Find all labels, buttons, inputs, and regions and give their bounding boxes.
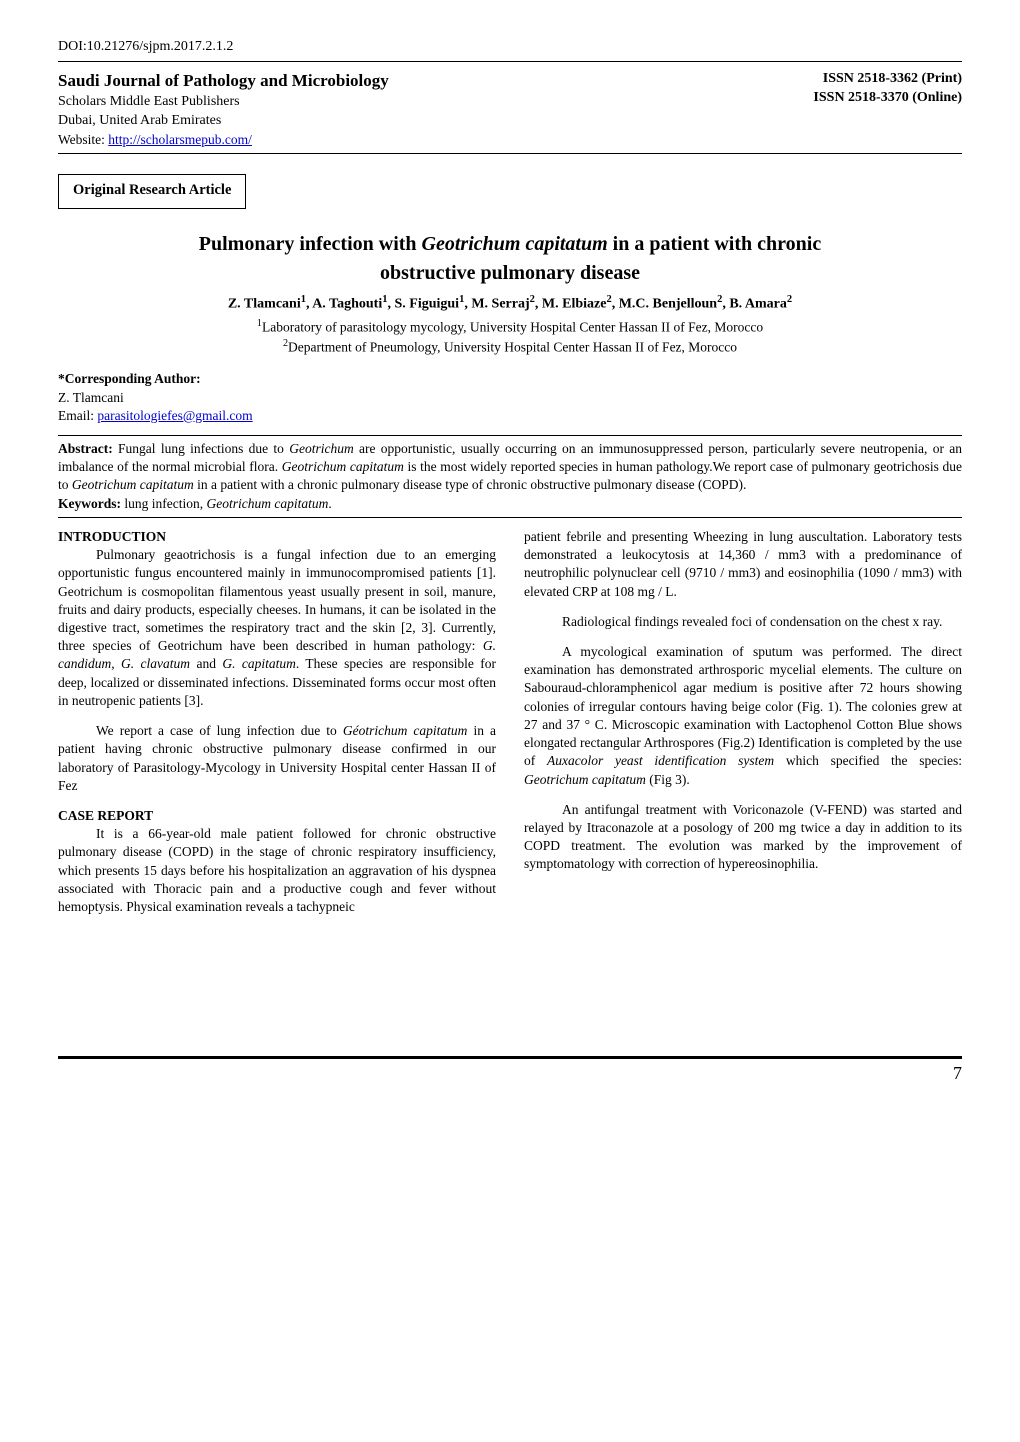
doi: DOI:10.21276/sjpm.2017.2.1.2 [58,38,962,57]
website-link[interactable]: http://scholarsmepub.com/ [108,132,252,147]
corresponding-author-name: Z. Tlamcani [58,389,962,407]
intro-paragraph-1: Pulmonary geaotrichosis is a fungal infe… [58,546,496,710]
keywords-line: Keywords: lung infection, Geotrichum cap… [58,495,962,513]
publisher-location: Dubai, United Arab Emirates [58,112,389,131]
body-columns: INTRODUCTION Pulmonary geaotrichosis is … [58,528,962,916]
paper-title-line1: Pulmonary infection with Geotrichum capi… [58,231,962,258]
top-rule [58,61,962,62]
website-line: Website: http://scholarsmepub.com/ [58,131,389,149]
case-paragraph-3: A mycological examination of sputum was … [524,643,962,789]
title-text-1: Pulmonary infection with Geotrichum capi… [199,233,821,255]
affiliation-2: 2Department of Pneumology, University Ho… [58,337,962,357]
issn-print: ISSN 2518-3362 (Print) [813,70,962,89]
article-type-badge: Original Research Article [58,174,246,210]
case-paragraph-4: An antifungal treatment with Voriconazol… [524,801,962,874]
keywords-text: lung infection, Geotrichum capitatum. [124,496,331,511]
journal-left: Saudi Journal of Pathology and Microbiol… [58,70,389,149]
issn-online: ISSN 2518-3370 (Online) [813,89,962,108]
paper-title-line2: obstructive pulmonary disease [58,260,962,287]
affiliation-1: 1Laboratory of parasitology mycology, Un… [58,317,962,337]
page-footer: 7 [58,1056,962,1085]
corresponding-author-head: *Corresponding Author: [58,370,962,388]
article-type-label: Original Research Article [73,182,231,198]
case-paragraph-1a: It is a 66-year-old male patient followe… [58,825,496,916]
section-head-case-report: CASE REPORT [58,807,496,825]
website-label: Website: [58,132,108,147]
footer-rule [58,1056,962,1059]
email-label: Email: [58,408,97,423]
keywords-label: Keywords: [58,496,124,511]
rule-under-header [58,153,962,154]
journal-right: ISSN 2518-3362 (Print) ISSN 2518-3370 (O… [813,70,962,149]
section-head-introduction: INTRODUCTION [58,528,496,546]
corresponding-email-link[interactable]: parasitologiefes@gmail.com [97,408,252,423]
abstract-text: Fungal lung infections due to Geotrichum… [58,441,962,492]
publisher: Scholars Middle East Publishers [58,93,389,112]
corresponding-email-line: Email: parasitologiefes@gmail.com [58,407,962,425]
author-line: Z. Tlamcani1, A. Taghouti1, S. Figuigui1… [58,293,962,315]
abstract-label: Abstract: [58,441,118,456]
journal-header: Saudi Journal of Pathology and Microbiol… [58,70,962,149]
intro-paragraph-2: We report a case of lung infection due t… [58,722,496,795]
page-number: 7 [58,1061,962,1085]
journal-title: Saudi Journal of Pathology and Microbiol… [58,70,389,93]
case-paragraph-2: Radiological findings revealed foci of c… [524,613,962,631]
case-paragraph-1b: patient febrile and presenting Wheezing … [524,528,962,601]
abstract-block: Abstract: Fungal lung infections due to … [58,435,962,518]
